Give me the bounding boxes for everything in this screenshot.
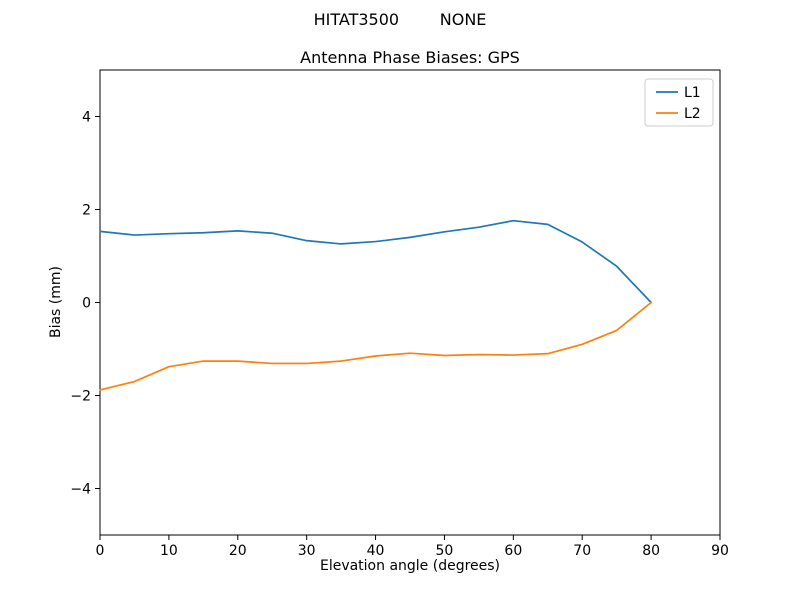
legend-label-L2: L2 <box>684 106 701 122</box>
axes-box <box>99 69 721 536</box>
chart-title: Antenna Phase Biases: GPS <box>300 48 520 67</box>
legend-box <box>644 78 714 127</box>
x-tick-label: 60 <box>504 543 522 559</box>
x-tick-label: 80 <box>642 543 660 559</box>
y-tick-label: 0 <box>82 296 91 312</box>
series-line-L1 <box>99 219 652 304</box>
x-tick-label: 0 <box>96 543 105 559</box>
y-tick-label: 4 <box>82 110 91 126</box>
x-tick-label: 90 <box>711 543 729 559</box>
x-tick-label: 50 <box>436 543 454 559</box>
y-tick-label: −2 <box>70 389 91 405</box>
figure-suptitle: HITAT3500 NONE <box>313 10 487 29</box>
legend-label-L1: L1 <box>684 85 701 101</box>
x-tick-label: 70 <box>573 543 591 559</box>
y-tick-label: −4 <box>70 482 91 498</box>
x-axis-label: Elevation angle (degrees) <box>319 558 501 574</box>
x-tick-label: 40 <box>367 543 385 559</box>
series-line-L2 <box>99 301 652 391</box>
x-tick-label: 30 <box>298 543 316 559</box>
x-tick-label: 10 <box>160 543 178 559</box>
x-tick-label: 20 <box>229 543 247 559</box>
y-tick-label: 2 <box>82 203 91 219</box>
